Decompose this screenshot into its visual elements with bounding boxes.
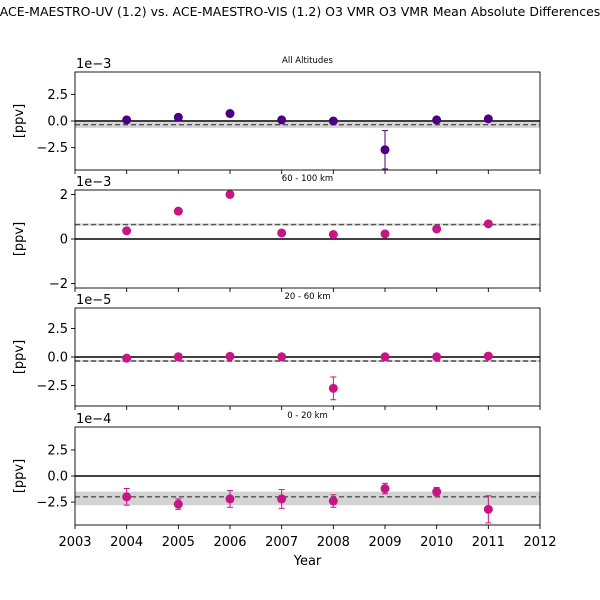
data-point [380, 145, 390, 155]
y-tick-label: −2.5 [36, 141, 68, 156]
data-point [483, 114, 493, 124]
data-point [122, 353, 132, 363]
data-point [173, 499, 183, 509]
data-point [122, 226, 132, 236]
y-axis-label: [ppv] [12, 222, 27, 256]
y-tick-label: −2.5 [36, 379, 68, 394]
data-point [173, 352, 183, 362]
data-point [277, 228, 287, 238]
panel-title: 20 - 60 km [284, 292, 330, 302]
x-tick-label: 2004 [110, 535, 143, 550]
panel-title: All Altitudes [282, 56, 333, 66]
y-tick-label: −2.5 [36, 496, 68, 511]
data-point [483, 219, 493, 229]
x-tick-label: 2005 [162, 535, 195, 550]
x-tick-label: 2011 [472, 535, 505, 550]
y-tick-label: 0.0 [47, 470, 68, 485]
data-point [225, 351, 235, 361]
y-scale-offset: 1e−3 [76, 175, 111, 190]
x-tick-label: 2003 [58, 535, 91, 550]
y-scale-offset: 1e−4 [76, 412, 111, 427]
data-point [122, 115, 132, 125]
y-scale-offset: 1e−5 [76, 293, 111, 308]
x-tick-label: 2009 [368, 535, 401, 550]
data-point [277, 352, 287, 362]
chart-panel: −2.5 0.0 2.5 2003 2004 2005 2006 2007 2008 2009 20… [12, 411, 557, 550]
data-point [225, 189, 235, 199]
data-point [432, 352, 442, 362]
y-axis-label: [ppv] [12, 104, 27, 138]
y-axis-label: [ppv] [12, 459, 27, 493]
data-point [328, 230, 338, 240]
panel-title: 60 - 100 km [282, 174, 333, 184]
chart-panel: −2.5 0.0 2.5 All Altitudes 1e−3 [ppv] [12, 56, 541, 174]
x-tick-label: 2012 [523, 535, 556, 550]
data-point [173, 112, 183, 122]
data-point [277, 494, 287, 504]
y-tick-label: 2.5 [47, 443, 68, 458]
y-tick-label: 2 [60, 188, 68, 203]
data-point [225, 494, 235, 504]
y-tick-label: 2.5 [47, 88, 68, 103]
y-tick-label: 0.0 [47, 351, 68, 366]
x-tick-label: 2008 [317, 535, 350, 550]
data-point [328, 116, 338, 126]
data-point [432, 224, 442, 234]
y-axis-label: [ppv] [12, 340, 27, 374]
y-tick-label: 0.0 [47, 115, 68, 130]
data-point [277, 115, 287, 125]
data-point [122, 492, 132, 502]
data-point [328, 383, 338, 393]
spread-band [75, 491, 540, 506]
data-point [380, 484, 390, 494]
data-point [432, 487, 442, 497]
y-tick-label: −2 [49, 277, 68, 292]
x-tick-label: 2007 [265, 535, 298, 550]
panel-title: 0 - 20 km [287, 411, 328, 421]
data-point [380, 229, 390, 239]
chart-panel: −2 0 2 60 - 100 km 1e−3 [ppv] [12, 174, 541, 292]
data-point [483, 351, 493, 361]
x-tick-label: 2006 [213, 535, 246, 550]
chart-panels: −2.5 0.0 2.5 All Altitudes 1e−3 [ppv] −2 0 2 60 -… [12, 56, 557, 550]
data-point [173, 206, 183, 216]
y-scale-offset: 1e−3 [76, 57, 111, 72]
x-axis-label: Year [293, 554, 322, 569]
data-point [328, 496, 338, 506]
y-tick-label: 0 [60, 233, 68, 248]
y-tick-label: 2.5 [47, 322, 68, 337]
figure-title: ACE-MAESTRO-UV (1.2) vs. ACE-MAESTRO-VIS… [0, 4, 600, 19]
data-point [225, 109, 235, 119]
chart-panel: −2.5 0.0 2.5 20 - 60 km 1e−5 [ppv] [12, 292, 541, 410]
data-point [380, 352, 390, 362]
x-tick-label: 2010 [420, 535, 453, 550]
data-point [432, 115, 442, 125]
data-point [483, 504, 493, 514]
